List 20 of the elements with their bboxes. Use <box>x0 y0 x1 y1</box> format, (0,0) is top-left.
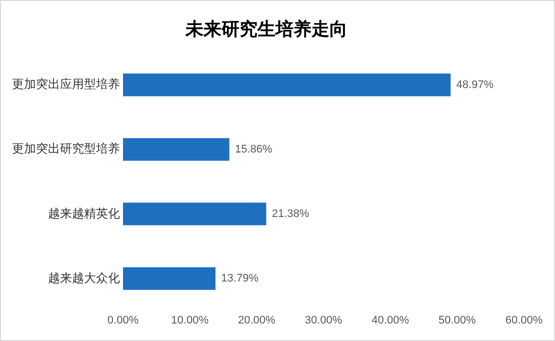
y-tick-label: 越来越大众化 <box>48 270 120 285</box>
y-tick-label: 越来越精英化 <box>48 206 120 220</box>
data-label: 15.86% <box>235 143 273 156</box>
chart-title: 未来研究生培养走向 <box>184 18 348 39</box>
data-label: 21.38% <box>272 208 310 220</box>
x-tick-label: 50.00% <box>438 314 476 326</box>
x-tick-label: 40.00% <box>372 314 410 326</box>
bar <box>123 74 451 96</box>
x-tick-label: 0.00% <box>107 314 139 326</box>
x-tick-label: 30.00% <box>304 314 342 326</box>
data-label: 13.79% <box>221 272 259 285</box>
data-label: 48.97% <box>456 78 494 91</box>
x-tick-label: 10.00% <box>171 314 209 326</box>
bar <box>123 267 216 290</box>
bar <box>123 202 266 226</box>
x-tick-label: 60.00% <box>505 314 543 326</box>
y-tick-label: 更加突出研究型培养 <box>12 142 120 156</box>
x-tick-label: 20.00% <box>238 314 276 326</box>
y-tick-label: 更加突出应用型培养 <box>12 77 120 92</box>
bar <box>123 138 230 161</box>
